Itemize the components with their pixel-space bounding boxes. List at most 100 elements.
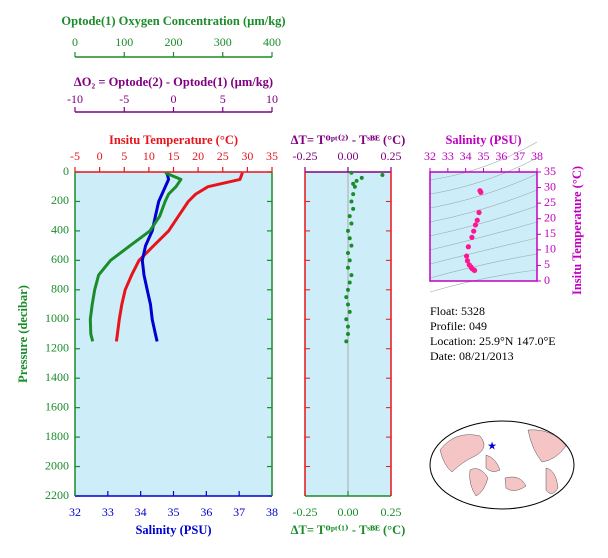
float-info: Location: 25.9°N 147.0°E (430, 334, 556, 348)
x-tick-label: 200 (165, 35, 183, 49)
x-tick-label: 36 (200, 505, 212, 519)
plot-area (75, 172, 272, 496)
y-tick-label: 20 (544, 210, 556, 224)
y-tick-label: 200 (51, 193, 69, 207)
delta-point (351, 181, 356, 186)
x-tick-label: 0.25 (381, 505, 402, 519)
density-contour (429, 237, 538, 265)
x-tick-label: 38 (531, 149, 543, 163)
y-axis-title: Pressure (decibar) (16, 285, 30, 383)
x-tick-label: 33 (102, 505, 114, 519)
delta-point (352, 184, 357, 189)
profile-line (140, 172, 171, 342)
delta-point (380, 172, 385, 177)
axis-title: ΔT= Tᴼᵖᵗ⁽²⁾ - Tˢᴮᴱ (°C) (291, 133, 406, 147)
float-info: Float: 5328 (430, 304, 485, 318)
delta-point (351, 192, 356, 197)
y-tick-label: 2000 (45, 458, 69, 472)
delta-point (346, 265, 350, 270)
density-contour (429, 221, 538, 251)
x-tick-label: 36 (495, 149, 507, 163)
x-tick-label: 35 (478, 149, 490, 163)
y-tick-label: 35 (544, 164, 556, 178)
delta-point (347, 214, 352, 219)
ts-point (478, 189, 484, 195)
y-tick-label: 0 (63, 164, 69, 178)
density-contour (429, 205, 538, 237)
frame (429, 171, 538, 282)
delta-point (347, 258, 352, 263)
y-tick-label: 1800 (45, 429, 69, 443)
y-axis-title: Insitu Temperature (°C) (570, 166, 584, 295)
x-tick-label: 34 (135, 505, 147, 519)
x-tick-label: 5 (121, 149, 127, 163)
delta-point (346, 287, 350, 292)
ts-point (469, 234, 475, 240)
density-contour (429, 157, 538, 195)
x-tick-label: 0.25 (381, 149, 402, 163)
x-tick-label: 33 (442, 149, 454, 163)
density-contour (429, 269, 538, 293)
x-tick-label: 0 (72, 35, 78, 49)
ts-point (472, 222, 479, 228)
y-tick-label: 15 (544, 226, 556, 240)
delta-point (346, 324, 350, 329)
axis-title: Insitu Temperature (°C) (109, 133, 238, 147)
density-contour (429, 141, 538, 181)
x-tick-label: 0 (171, 92, 177, 106)
x-tick-label: 100 (115, 35, 133, 49)
x-tick-label: -5 (70, 149, 80, 163)
profile-line (88, 171, 183, 342)
delta-point (349, 221, 354, 226)
ts-point (476, 209, 482, 216)
ts-point (471, 267, 478, 274)
float-info: Date: 08/21/2013 (430, 349, 514, 363)
x-tick-label: 5 (220, 92, 226, 106)
y-tick-label: 1400 (45, 370, 69, 384)
y-tick-label: 10 (544, 242, 556, 256)
delta-point (346, 251, 350, 255)
x-tick-label: 37 (233, 505, 245, 519)
delta-point (354, 178, 359, 183)
delta-point (344, 295, 349, 300)
density-contour (429, 189, 538, 223)
y-tick-label: 0 (544, 273, 550, 287)
axis-title: Salinity (PSU) (445, 133, 521, 147)
plot-area (430, 172, 537, 281)
y-tick-label: 800 (51, 282, 69, 296)
delta-point (344, 339, 349, 344)
delta-point (346, 302, 350, 307)
x-tick-label: -0.25 (293, 149, 318, 163)
y-tick-label: 1000 (45, 311, 69, 325)
x-tick-label: 10 (266, 92, 278, 106)
delta-point (359, 175, 364, 180)
x-tick-label: 20 (192, 149, 204, 163)
profile-line (114, 172, 244, 342)
delta-point (347, 236, 352, 241)
y-tick-label: 400 (51, 223, 69, 237)
y-tick-label: 2200 (45, 488, 69, 502)
delta-point (347, 280, 352, 285)
x-tick-label: -5 (119, 92, 129, 106)
ts-point (471, 228, 477, 234)
delta-point (346, 228, 350, 233)
svg-text:★: ★ (487, 441, 497, 453)
x-tick-label: 0 (97, 149, 103, 163)
delta-point (349, 170, 354, 175)
world-map: ★ (429, 420, 575, 510)
x-tick-label: 400 (263, 35, 281, 49)
y-tick-label: 1200 (45, 340, 69, 354)
x-tick-label: 37 (513, 149, 525, 163)
x-tick-label: -0.25 (293, 505, 318, 519)
x-tick-label: -10 (67, 92, 83, 106)
x-tick-label: 32 (424, 149, 436, 163)
x-tick-label: 30 (241, 149, 253, 163)
x-tick-label: 38 (266, 505, 278, 519)
delta-point (349, 199, 354, 204)
density-contour (429, 173, 538, 209)
x-tick-label: 15 (168, 149, 180, 163)
ts-point (463, 253, 470, 259)
x-tick-label: 10 (143, 149, 155, 163)
axis-title: ΔT= Tᴼᵖᵗ⁽¹⁾ - Tˢᴮᴱ (°C) (291, 523, 406, 537)
